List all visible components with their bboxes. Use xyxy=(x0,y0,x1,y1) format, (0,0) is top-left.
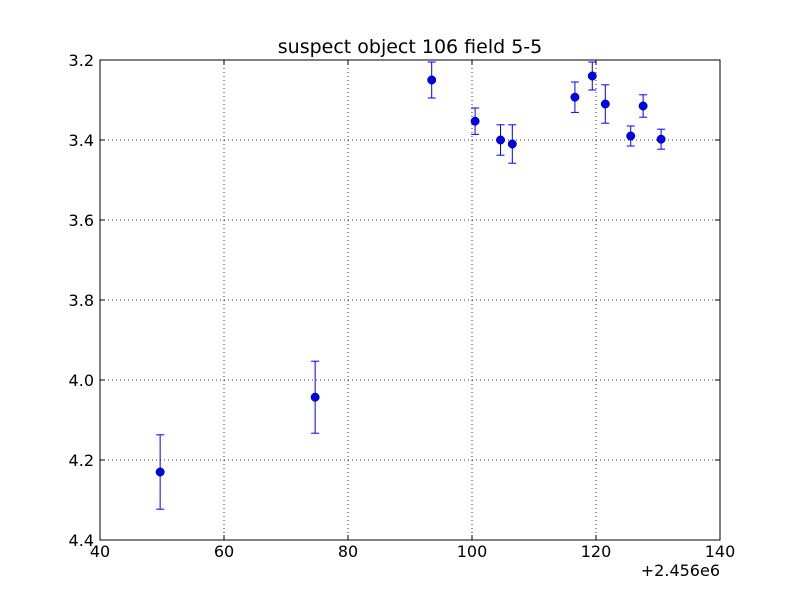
data-point xyxy=(470,116,480,126)
y-tick-label: 4.2 xyxy=(69,451,94,470)
x-tick-label: 80 xyxy=(338,542,358,561)
data-point xyxy=(600,99,610,109)
y-tick-label: 3.6 xyxy=(69,211,94,230)
data-point xyxy=(496,135,505,145)
y-tick-label: 4.0 xyxy=(69,371,94,390)
grid-lines xyxy=(100,60,720,540)
data-point xyxy=(427,75,437,85)
data-point xyxy=(155,467,165,477)
x-tick-label: 120 xyxy=(581,542,612,561)
data-point xyxy=(570,92,580,102)
y-tick-label: 3.2 xyxy=(69,51,94,70)
x-tick-label: 40 xyxy=(90,542,110,561)
x-tick-label: 100 xyxy=(457,542,488,561)
chart-title: suspect object 106 field 5-5 xyxy=(278,36,543,58)
y-tick-label: 3.4 xyxy=(69,131,94,150)
data-point xyxy=(310,392,320,402)
y-tick-label: 4.4 xyxy=(69,531,94,550)
x-tick-label: 140 xyxy=(705,542,736,561)
axis-ticks: 40 60 80 100 120 140 3.2 3.4 3.6 3.8 4.0 4.2 4.4 xyxy=(69,51,736,561)
data-point xyxy=(507,139,517,149)
data-point xyxy=(656,134,666,144)
x-axis-offset-label: +2.456e6 xyxy=(641,561,720,580)
data-point xyxy=(638,101,648,111)
data-point xyxy=(626,131,636,141)
y-tick-label: 3.8 xyxy=(69,291,94,310)
x-tick-label: 60 xyxy=(214,542,234,561)
data-point xyxy=(587,71,597,81)
data-series xyxy=(155,61,666,510)
